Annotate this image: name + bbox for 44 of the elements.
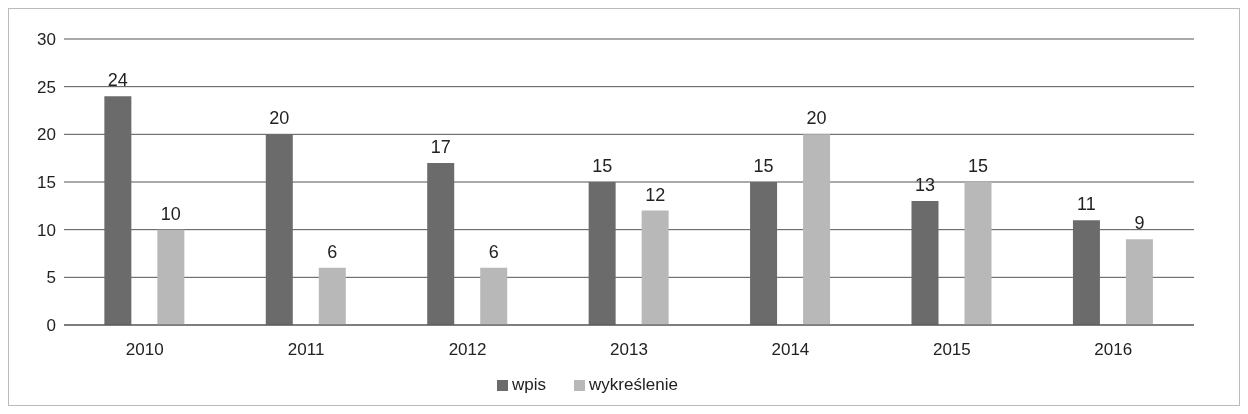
x-tick-label: 2010	[125, 340, 164, 360]
bar	[911, 201, 939, 325]
data-label: 11	[1077, 194, 1096, 215]
y-tick-label: 25	[37, 77, 56, 97]
bar	[1125, 239, 1153, 325]
data-label: 15	[967, 156, 989, 176]
x-tick-label: 2011	[287, 340, 325, 360]
bar	[588, 182, 616, 325]
bar	[480, 267, 508, 325]
data-label: 10	[160, 203, 181, 224]
bar	[641, 210, 669, 325]
bar	[1072, 220, 1100, 325]
data-label: 24	[107, 70, 128, 91]
data-label: 15	[753, 156, 774, 176]
data-label: 20	[269, 108, 290, 129]
bar	[964, 182, 992, 325]
x-tick-label: 2016	[1094, 340, 1133, 360]
x-tick-label: 2012	[448, 340, 487, 360]
x-tick-label: 2015	[932, 340, 971, 360]
data-label: 6	[488, 241, 499, 262]
y-tick-label: 20	[37, 125, 56, 145]
data-label: 17	[430, 136, 451, 157]
y-tick-label: 5	[46, 268, 56, 288]
y-tick-label: 30	[37, 30, 56, 50]
legend-label: wpis	[512, 375, 547, 394]
x-tick-label: 2014	[771, 340, 810, 360]
x-tick-label: 2013	[610, 340, 648, 360]
bar	[157, 229, 185, 325]
bar	[104, 96, 132, 325]
data-label: 9	[1134, 213, 1145, 234]
bar	[803, 134, 831, 325]
y-tick-label: 0	[46, 316, 56, 336]
legend-label: wykreślenie	[589, 375, 678, 394]
data-label: 13	[914, 175, 936, 196]
bar	[318, 267, 346, 325]
y-tick-label: 10	[37, 220, 56, 240]
data-label: 12	[645, 184, 666, 205]
bar	[750, 182, 778, 325]
y-tick-label: 15	[37, 173, 56, 193]
data-label: 20	[806, 108, 827, 129]
data-label: 15	[592, 156, 613, 176]
bar	[265, 134, 293, 325]
data-label: 6	[327, 241, 338, 262]
bar	[427, 162, 455, 325]
